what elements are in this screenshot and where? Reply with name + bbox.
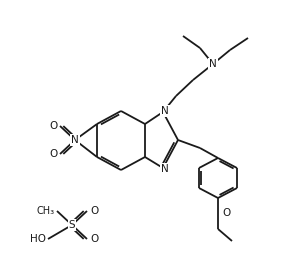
Text: CH₃: CH₃	[37, 206, 55, 216]
Text: O: O	[90, 234, 98, 244]
Text: O: O	[90, 206, 98, 216]
Text: N: N	[71, 135, 79, 145]
Text: O: O	[50, 149, 58, 159]
Text: N: N	[161, 164, 169, 174]
Text: O: O	[222, 208, 230, 218]
Text: O: O	[50, 121, 58, 131]
Text: HO: HO	[30, 234, 46, 244]
Text: N: N	[209, 59, 217, 69]
Text: N: N	[161, 106, 169, 116]
Text: S: S	[69, 220, 75, 230]
